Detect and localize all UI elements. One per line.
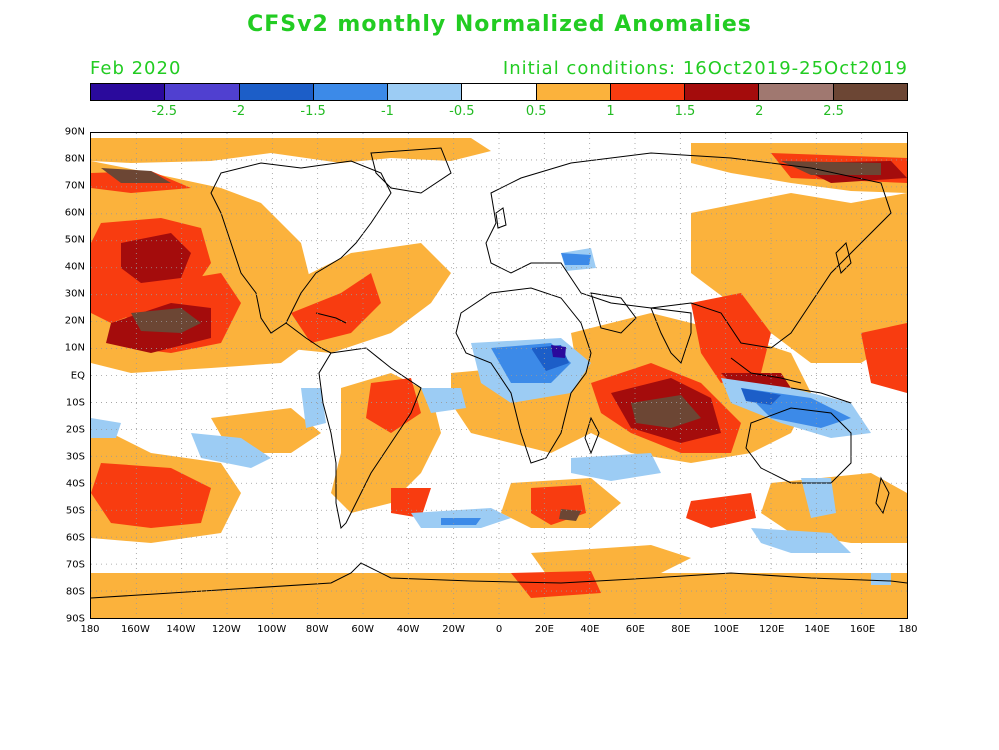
longitude-tick-label: 0 bbox=[495, 624, 503, 635]
legend-label: -2.5 bbox=[151, 104, 178, 119]
longitude-tick-label: 80E bbox=[671, 624, 691, 635]
longitude-tick-label: 40E bbox=[580, 624, 600, 635]
latitude-tick-label: 20S bbox=[65, 424, 85, 436]
page-title: CFSv2 monthly Normalized Anomalies bbox=[247, 12, 752, 37]
legend-swatch-9 bbox=[759, 84, 834, 100]
legend-label: -2 bbox=[232, 104, 246, 119]
legend-swatch-5 bbox=[462, 84, 537, 100]
color-legend bbox=[90, 83, 908, 101]
latitude-tick-label: 60N bbox=[64, 207, 85, 219]
longitude-tick-label: 120W bbox=[211, 624, 241, 635]
latitude-tick-label: 50N bbox=[64, 234, 85, 246]
legend-label: -0.5 bbox=[449, 104, 475, 119]
coastlines bbox=[91, 147, 907, 599]
latitude-tick-label: 40S bbox=[65, 478, 85, 490]
latitude-tick-label: 80N bbox=[64, 153, 85, 165]
latitude-tick-label: 50S bbox=[65, 505, 85, 517]
latitude-tick-label: 30N bbox=[64, 288, 85, 300]
latitude-tick-label: 90S bbox=[65, 613, 85, 625]
longitude-tick-label: 140W bbox=[166, 624, 196, 635]
longitude-tick-label: 100W bbox=[257, 624, 287, 635]
longitude-tick-label: 140E bbox=[804, 624, 830, 635]
longitude-tick-label: 60E bbox=[625, 624, 645, 635]
legend-swatch-7 bbox=[610, 84, 686, 100]
initial-conditions: Initial conditions: 16Oct2019-25Oct2019 bbox=[502, 58, 908, 79]
longitude-tick-label: 160W bbox=[120, 624, 150, 635]
latitude-tick-label: 30S bbox=[65, 451, 85, 463]
longitude-tick-label: 20W bbox=[442, 624, 465, 635]
longitude-tick-label: 160E bbox=[849, 624, 876, 635]
longitude-tick-label: 40W bbox=[396, 624, 420, 635]
map-grid bbox=[91, 133, 907, 618]
latitude-tick-label: 10N bbox=[64, 342, 85, 354]
longitude-tick-label: 60W bbox=[351, 624, 374, 635]
latitude-tick-label: 70N bbox=[64, 180, 85, 192]
latitude-tick-label: 70S bbox=[65, 559, 85, 571]
legend-label: 2.5 bbox=[823, 104, 844, 119]
latitude-tick-label: 60S bbox=[65, 532, 85, 544]
latitude-tick-label: 10S bbox=[65, 397, 85, 409]
negative-anomaly-extreme bbox=[551, 345, 566, 358]
legend-swatch-6 bbox=[536, 84, 611, 100]
latitude-tick-label: 40N bbox=[64, 261, 85, 273]
longitude-tick-label: 180 bbox=[898, 624, 918, 635]
longitude-tick-label: 120E bbox=[758, 624, 785, 635]
legend-swatch-0 bbox=[91, 84, 166, 100]
legend-label: -1 bbox=[380, 104, 394, 119]
legend-swatch-10 bbox=[833, 84, 907, 100]
longitude-tick-label: 180 bbox=[80, 624, 100, 635]
longitude-tick-label: 80W bbox=[305, 624, 329, 635]
forecast-month: Feb 2020 bbox=[90, 58, 182, 79]
latitude-tick-label: 80S bbox=[65, 586, 85, 598]
legend-label: 2 bbox=[755, 104, 764, 119]
legend-swatch-1 bbox=[165, 84, 240, 100]
longitude-tick-label: 20E bbox=[534, 624, 554, 635]
legend-label: 1 bbox=[606, 104, 615, 119]
legend-label: 0.5 bbox=[525, 104, 547, 119]
anomaly-map bbox=[90, 132, 908, 619]
latitude-tick-label: EQ bbox=[70, 370, 85, 381]
positive-anomaly-extreme bbox=[101, 161, 881, 521]
longitude-tick-label: 100E bbox=[713, 624, 739, 635]
legend-label: 1.5 bbox=[674, 104, 696, 119]
legend-swatch-8 bbox=[685, 84, 760, 100]
latitude-tick-label: 90N bbox=[64, 126, 85, 138]
legend-swatch-3 bbox=[313, 84, 389, 100]
legend-swatch-2 bbox=[239, 84, 314, 100]
latitude-tick-label: 20N bbox=[64, 315, 85, 327]
legend-swatch-4 bbox=[388, 84, 463, 100]
map-svg bbox=[91, 133, 907, 618]
legend-label: -1.5 bbox=[300, 104, 326, 119]
